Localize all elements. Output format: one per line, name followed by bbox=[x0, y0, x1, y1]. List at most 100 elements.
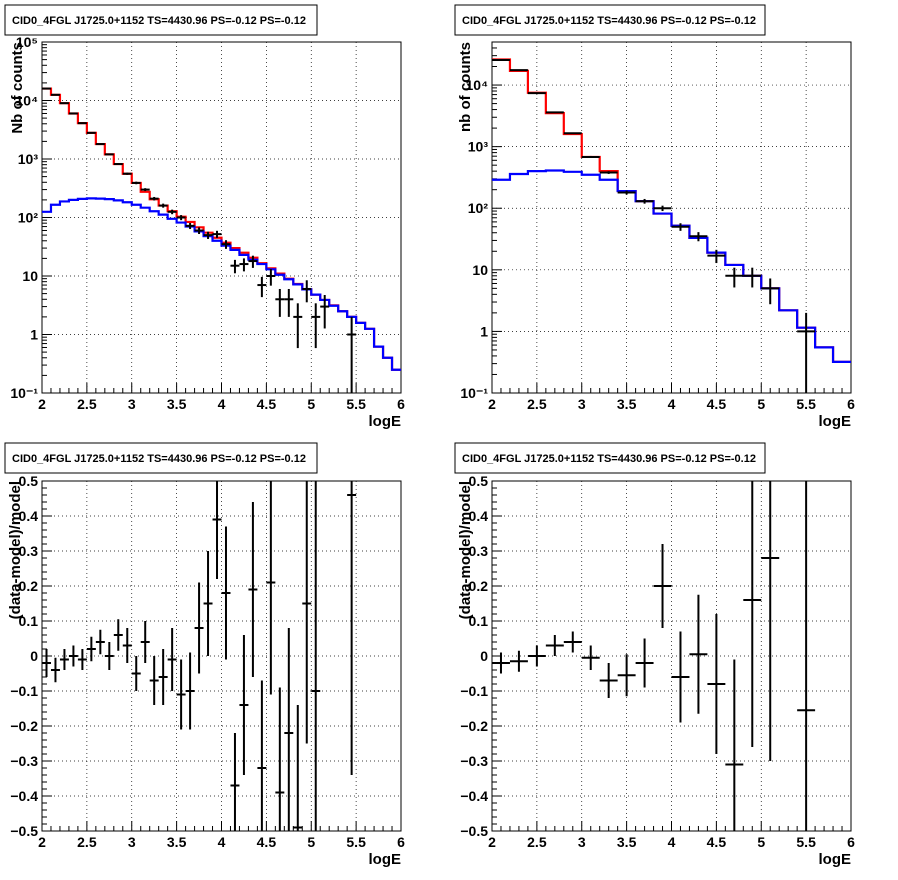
data-point bbox=[600, 171, 618, 174]
residual-point bbox=[168, 628, 177, 691]
data-point bbox=[141, 188, 150, 191]
x-tick-label: 4.5 bbox=[707, 834, 727, 850]
x-tick-label: 4.5 bbox=[707, 396, 727, 412]
data-point bbox=[725, 268, 743, 288]
data-point bbox=[761, 278, 779, 304]
x-tick-label: 2.5 bbox=[527, 834, 547, 850]
x-tick-label: 5 bbox=[307, 396, 315, 412]
x-tick-label: 3 bbox=[128, 396, 136, 412]
x-tick-label: 4 bbox=[218, 396, 226, 412]
residual-point bbox=[257, 681, 266, 832]
x-tick-label: 3.5 bbox=[167, 396, 187, 412]
residual-point bbox=[60, 649, 69, 670]
residual-point bbox=[248, 502, 257, 677]
residual-point bbox=[636, 639, 654, 688]
chart-title: CID0_4FGL J1725.0+1152 TS=4430.96 PS=-0.… bbox=[12, 15, 306, 27]
data-point bbox=[672, 223, 690, 231]
y-axis-label: nb of counts bbox=[457, 42, 474, 132]
residual-point bbox=[87, 637, 96, 662]
x-tick-label: 6 bbox=[847, 396, 855, 412]
residual-point bbox=[347, 481, 356, 775]
y-tick-label: −0.2 bbox=[10, 718, 38, 734]
residual-point bbox=[69, 646, 78, 667]
data-point bbox=[689, 232, 707, 241]
residual-point bbox=[528, 646, 546, 667]
data-point bbox=[239, 258, 248, 271]
x-ticks bbox=[42, 821, 401, 831]
x-tick-label: 2.5 bbox=[527, 396, 547, 412]
x-tick-label: 4 bbox=[668, 396, 676, 412]
x-tick-label: 5.5 bbox=[346, 834, 366, 850]
x-tick-label: 3.5 bbox=[167, 834, 187, 850]
x-tick-label: 4 bbox=[668, 834, 676, 850]
data-point bbox=[302, 280, 311, 302]
x-tick-label: 3 bbox=[128, 834, 136, 850]
y-tick-label: −0.5 bbox=[460, 823, 488, 839]
x-axis-label: logE bbox=[369, 851, 402, 868]
x-tick-label: 3.5 bbox=[617, 834, 637, 850]
plot-area bbox=[42, 481, 356, 831]
residual-point bbox=[213, 481, 222, 579]
x-ticks bbox=[492, 383, 851, 393]
residual-point bbox=[284, 628, 293, 831]
y-tick-label: 10 bbox=[472, 262, 488, 278]
y-tick-label: −0.5 bbox=[10, 823, 38, 839]
x-tick-label: 5 bbox=[307, 834, 315, 850]
x-tick-label: 4.5 bbox=[257, 396, 277, 412]
residual-point bbox=[141, 621, 150, 663]
residual-point bbox=[582, 646, 600, 671]
data-point bbox=[96, 143, 105, 144]
x-tick-label: 4 bbox=[218, 834, 226, 850]
grid bbox=[42, 42, 401, 393]
y-tick-label: 10² bbox=[18, 210, 39, 226]
x-axis-label: logE bbox=[369, 413, 402, 430]
x-tick-label: 6 bbox=[397, 834, 405, 850]
x-tick-label: 2 bbox=[488, 396, 496, 412]
data-point bbox=[123, 173, 132, 175]
x-axis-label: logE bbox=[819, 851, 852, 868]
y-axis-label: Nb of counts bbox=[9, 42, 26, 134]
data-point bbox=[284, 289, 293, 317]
data-point bbox=[275, 289, 284, 317]
y-tick-label: 0 bbox=[480, 648, 488, 664]
data-point bbox=[636, 199, 654, 204]
residual-point bbox=[266, 481, 275, 695]
residual-point bbox=[546, 635, 564, 656]
residual-point bbox=[672, 632, 690, 723]
residual-point bbox=[204, 551, 213, 656]
data-point bbox=[743, 268, 761, 288]
y-tick-label: −0.3 bbox=[460, 753, 488, 769]
residual-point bbox=[743, 481, 761, 747]
series-line-2 bbox=[42, 198, 401, 369]
y-tick-label: 10 bbox=[22, 268, 38, 284]
residual-point bbox=[96, 630, 105, 655]
x-axis-label: logE bbox=[819, 413, 852, 430]
data-point bbox=[132, 182, 141, 185]
y-tick-label: −0.4 bbox=[10, 788, 38, 804]
x-tick-label: 5.5 bbox=[796, 396, 816, 412]
y-tick-label: −0.1 bbox=[460, 683, 488, 699]
residual-point bbox=[51, 658, 60, 683]
data-point bbox=[114, 163, 123, 165]
plot-area bbox=[492, 481, 815, 831]
chart-title: CID0_4FGL J1725.0+1152 TS=4430.96 PS=-0.… bbox=[12, 453, 306, 465]
x-tick-label: 2.5 bbox=[77, 396, 97, 412]
x-ticks bbox=[492, 821, 851, 831]
x-tick-label: 5 bbox=[757, 834, 765, 850]
x-tick-label: 4.5 bbox=[257, 834, 277, 850]
residual-point bbox=[195, 583, 204, 674]
x-tick-label: 2 bbox=[38, 834, 46, 850]
data-point bbox=[654, 206, 672, 211]
x-tick-label: 5 bbox=[757, 396, 765, 412]
x-tick-label: 3 bbox=[578, 396, 586, 412]
data-point bbox=[60, 103, 69, 104]
x-tick-label: 2 bbox=[488, 834, 496, 850]
x-ticks bbox=[42, 383, 401, 393]
y-tick-label: −0.2 bbox=[460, 718, 488, 734]
y-tick-label: 1 bbox=[480, 323, 488, 339]
y-tick-label: 10⁻¹ bbox=[10, 385, 38, 401]
y-axis-label: (data-model)/model bbox=[457, 481, 474, 619]
